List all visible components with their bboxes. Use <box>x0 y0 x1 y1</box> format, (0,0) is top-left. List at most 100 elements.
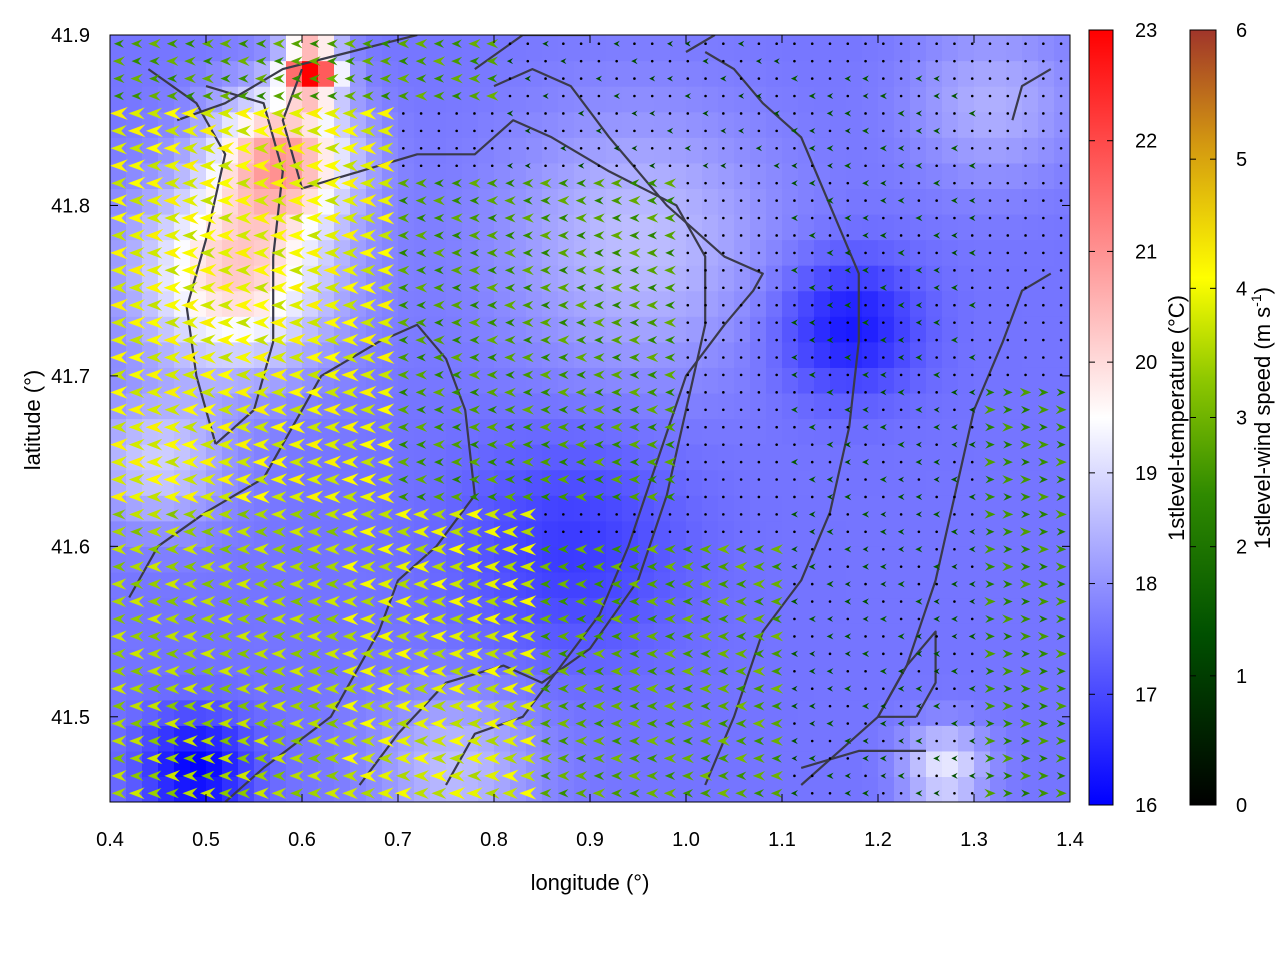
wind-arrow <box>253 682 269 695</box>
wind-dot <box>917 478 921 481</box>
wind-dot <box>1024 77 1027 80</box>
heat-cell <box>206 239 223 266</box>
wind-arrow <box>359 665 377 678</box>
wind-arrow <box>468 230 481 241</box>
wind-arrow <box>217 491 234 503</box>
wind-dot <box>526 112 530 115</box>
wind-arrow <box>1055 457 1067 467</box>
wind-arrow <box>933 371 941 379</box>
heat-cell <box>750 776 767 802</box>
wind-arrow <box>808 476 816 483</box>
wind-arrow <box>968 249 976 257</box>
wind-arrow <box>484 648 500 660</box>
wind-arrow <box>522 370 534 380</box>
heat-cell <box>222 571 239 599</box>
wind-dot <box>917 757 921 760</box>
wind-dot <box>722 269 725 272</box>
wind-arrow <box>287 473 306 487</box>
wind-arrow <box>163 159 181 172</box>
heat-cell <box>446 86 463 113</box>
heat-cell <box>702 86 719 113</box>
wind-arrow <box>252 263 270 277</box>
wind-arrow <box>377 473 394 486</box>
heat-cell <box>174 86 191 113</box>
wind-dot <box>882 303 885 307</box>
heat-cell <box>350 674 367 701</box>
heat-cell <box>1038 520 1055 547</box>
wind-arrow <box>360 125 376 137</box>
wind-arrow <box>448 734 466 748</box>
heat-cell <box>382 137 399 164</box>
heat-cell <box>638 571 655 599</box>
wind-arrow <box>397 457 410 467</box>
wind-arrow <box>433 300 445 310</box>
heat-cell <box>414 60 431 87</box>
wind-dot <box>1042 286 1045 290</box>
wind-arrow <box>968 546 976 553</box>
wind-arrow <box>341 316 359 329</box>
heat-cell <box>894 265 911 292</box>
wind-arrow <box>342 438 358 451</box>
heat-cell <box>782 418 799 445</box>
wind-dot <box>739 77 743 80</box>
wind-arrow <box>287 385 306 399</box>
wind-arrow <box>844 790 852 797</box>
wind-arrow <box>968 389 976 396</box>
wind-arrow <box>484 735 500 747</box>
wind-arrow <box>218 508 233 520</box>
heat-cell <box>750 111 767 138</box>
wind-arrow <box>467 770 482 782</box>
wind-arrow <box>506 110 514 117</box>
wind-arrow <box>235 403 252 416</box>
wind-arrow <box>378 613 393 625</box>
wind-arrow <box>236 648 250 659</box>
heat-cell <box>830 623 847 650</box>
wind-arrow <box>1055 754 1067 763</box>
heat-cell <box>862 418 879 445</box>
wind-arrow <box>665 301 675 310</box>
wind-arrow <box>933 319 941 326</box>
wind-arrow <box>469 196 480 205</box>
wind-arrow <box>790 267 798 274</box>
wind-arrow <box>753 789 765 798</box>
wind-arrow <box>522 178 534 188</box>
heat-cell <box>622 290 639 317</box>
wind-dot <box>970 234 974 237</box>
wind-arrow <box>110 264 128 277</box>
wind-dot <box>970 338 974 342</box>
wind-arrow <box>985 528 995 536</box>
heat-cell <box>990 469 1007 496</box>
heat-cell <box>558 444 575 471</box>
wind-dot <box>1059 216 1063 220</box>
wind-arrow <box>182 718 198 729</box>
heat-cell <box>782 137 799 164</box>
heat-cell <box>686 418 703 445</box>
heat-cell <box>574 265 591 292</box>
heat-cell <box>542 341 559 368</box>
wind-dot <box>864 495 867 499</box>
wind-arrow <box>415 457 427 467</box>
wind-arrow <box>522 440 534 449</box>
heat-cell <box>1054 495 1070 522</box>
wind-arrow <box>933 790 940 797</box>
heat-cell <box>990 623 1007 650</box>
wind-arrow <box>951 424 958 431</box>
heat-cell <box>782 469 799 496</box>
wind-dot <box>988 164 992 168</box>
wind-arrow <box>791 180 798 187</box>
wind-dot <box>668 112 672 115</box>
wind-arrow <box>915 511 922 518</box>
wind-arrow <box>539 422 552 432</box>
wind-arrow <box>720 75 727 82</box>
wind-arrow <box>217 386 235 399</box>
wind-arrow <box>323 368 341 382</box>
heat-cell <box>926 444 943 471</box>
wind-arrow <box>288 368 305 382</box>
heat-cell <box>158 725 175 752</box>
wind-arrow <box>163 107 181 120</box>
wind-arrow <box>253 194 269 207</box>
wind-dot <box>935 530 938 534</box>
heat-cell <box>302 341 319 368</box>
wind-arrow <box>519 630 536 643</box>
heat-cell <box>862 571 879 599</box>
